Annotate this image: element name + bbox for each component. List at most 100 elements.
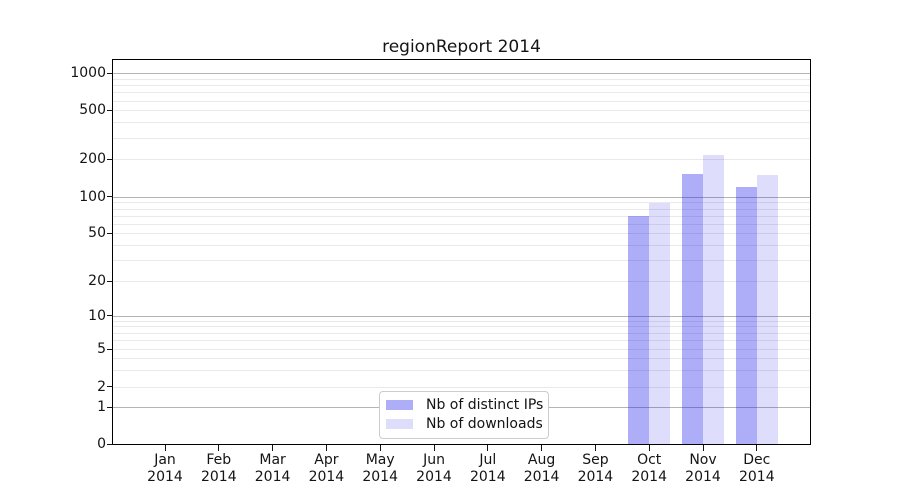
gridline-minor xyxy=(113,281,810,282)
chart-title: regionReport 2014 xyxy=(382,37,541,57)
legend-label-distinct-ips: Nb of distinct IPs xyxy=(426,396,544,413)
gridline-minor xyxy=(113,92,810,94)
x-tick-label: Mar 2014 xyxy=(243,452,303,485)
x-tick-label: Jan 2014 xyxy=(135,452,195,485)
x-tick-year: 2014 xyxy=(738,468,775,485)
gridline-minor xyxy=(113,340,810,342)
legend-swatch-downloads xyxy=(386,419,413,430)
gridline-minor xyxy=(113,358,810,360)
bar-nb-of-downloads-oct xyxy=(649,203,671,444)
bar-nb-of-distinct-ips-nov xyxy=(682,174,703,444)
x-tick-label: Jul 2014 xyxy=(458,452,518,485)
x-tick-label: Feb 2014 xyxy=(189,452,249,485)
y-tick-mark xyxy=(107,109,113,111)
x-tick-mark xyxy=(487,445,489,451)
bar-nb-of-downloads-dec xyxy=(756,174,778,444)
y-tick-mark xyxy=(107,443,113,445)
y-tick-label: 10 xyxy=(88,307,106,324)
plot-area: Nb of distinct IPs Nb of downloads xyxy=(112,59,811,445)
x-tick-label: May 2014 xyxy=(350,452,410,485)
gridline-minor xyxy=(113,370,810,371)
y-tick-label: 500 xyxy=(79,102,106,119)
y-tick-label: 20 xyxy=(88,273,106,289)
x-tick-label: Aug 2014 xyxy=(512,452,572,485)
y-tick-mark xyxy=(107,348,113,350)
x-tick-year: 2014 xyxy=(200,468,237,485)
gridline-major xyxy=(113,73,810,75)
y-tick-mark xyxy=(107,158,113,160)
legend-item-downloads: Nb of downloads xyxy=(386,415,548,435)
x-tick-year: 2014 xyxy=(254,468,291,485)
x-tick-mark xyxy=(433,445,435,451)
gridline-minor xyxy=(113,332,810,334)
gridline-minor xyxy=(113,259,810,261)
gridline-minor xyxy=(113,326,810,328)
y-tick-label: 1 xyxy=(97,399,106,416)
gridline-minor xyxy=(113,349,810,350)
gridline-minor xyxy=(113,244,810,246)
x-tick-year: 2014 xyxy=(631,468,667,485)
grid-layer xyxy=(113,60,810,444)
x-tick-label: Nov 2014 xyxy=(673,452,733,485)
x-tick-label: Dec 2014 xyxy=(727,452,787,485)
bar-nb-of-downloads-nov xyxy=(703,154,724,444)
x-tick-mark xyxy=(541,445,543,451)
gridline-minor xyxy=(113,137,810,139)
x-tick-mark xyxy=(164,445,166,451)
y-tick-label: 50 xyxy=(88,225,106,242)
gridline-minor xyxy=(113,223,810,225)
gridline-minor xyxy=(113,78,810,80)
gridline-minor xyxy=(113,85,810,87)
x-tick-mark xyxy=(272,445,274,451)
gridline-minor xyxy=(113,202,810,204)
y-tick-label: 1000 xyxy=(70,65,106,82)
x-tick-year: 2014 xyxy=(416,468,452,485)
x-tick-mark xyxy=(756,445,758,451)
x-tick-mark xyxy=(648,445,650,451)
legend: Nb of distinct IPs Nb of downloads xyxy=(379,391,549,439)
gridline-minor xyxy=(113,386,810,388)
bar-nb-of-distinct-ips-dec xyxy=(735,186,757,444)
x-tick-year: 2014 xyxy=(577,468,614,485)
y-tick-label: 0 xyxy=(97,436,106,452)
legend-label-downloads: Nb of downloads xyxy=(426,416,543,433)
y-tick-mark xyxy=(107,386,113,388)
y-tick-mark xyxy=(107,280,113,282)
x-tick-year: 2014 xyxy=(469,468,506,485)
x-tick-year: 2014 xyxy=(362,468,398,485)
y-tick-mark xyxy=(107,315,113,317)
legend-swatch-distinct-ips xyxy=(386,399,413,410)
y-tick-label: 2 xyxy=(97,378,106,395)
gridline-minor xyxy=(113,215,810,217)
bar-nb-of-distinct-ips-oct xyxy=(628,215,650,444)
y-tick-mark xyxy=(107,72,113,74)
gridline-major xyxy=(113,196,810,198)
x-tick-mark xyxy=(702,445,704,451)
gridline-minor xyxy=(113,320,810,322)
y-tick-label: 200 xyxy=(79,151,106,168)
y-tick-mark xyxy=(107,406,113,408)
gridline-minor xyxy=(113,100,810,102)
x-tick-label: Sep 2014 xyxy=(565,452,625,485)
x-tick-mark xyxy=(325,445,327,451)
y-tick-label: 5 xyxy=(97,341,106,357)
gridline-minor xyxy=(113,110,810,112)
x-tick-label: Oct 2014 xyxy=(619,452,679,485)
gridline-minor xyxy=(113,122,810,124)
legend-item-distinct-ips: Nb of distinct IPs xyxy=(386,395,548,415)
x-tick-year: 2014 xyxy=(685,468,721,485)
x-tick-year: 2014 xyxy=(523,468,560,485)
x-tick-label: Jun 2014 xyxy=(404,452,464,485)
x-tick-label: Apr 2014 xyxy=(296,452,356,485)
gridline-minor xyxy=(113,233,810,235)
y-tick-label: 100 xyxy=(79,188,106,205)
x-tick-mark xyxy=(218,445,220,451)
gridline-minor xyxy=(113,159,810,161)
x-tick-year: 2014 xyxy=(147,468,183,485)
gridline-minor xyxy=(113,208,810,210)
y-tick-mark xyxy=(107,196,113,198)
y-tick-mark xyxy=(107,232,113,234)
bar-layer xyxy=(113,60,810,444)
gridline-major xyxy=(113,315,810,317)
